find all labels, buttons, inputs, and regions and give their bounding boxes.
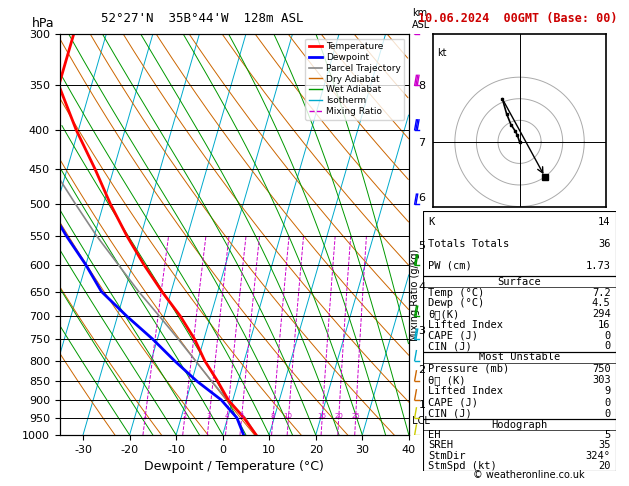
Text: hPa: hPa xyxy=(32,17,55,30)
Text: 20: 20 xyxy=(334,414,343,419)
Text: 7.2: 7.2 xyxy=(592,288,611,297)
Text: 52°27'N  35B°44'W  128m ASL: 52°27'N 35B°44'W 128m ASL xyxy=(101,12,303,25)
Text: kt: kt xyxy=(438,48,447,57)
Text: 35: 35 xyxy=(598,440,611,451)
Text: CAPE (J): CAPE (J) xyxy=(428,398,479,408)
Text: 5: 5 xyxy=(604,430,611,440)
Text: 324°: 324° xyxy=(586,451,611,461)
Text: Mixing Ratio (g/kg): Mixing Ratio (g/kg) xyxy=(409,248,420,341)
Text: 0: 0 xyxy=(604,342,611,351)
Text: 0: 0 xyxy=(604,409,611,419)
Text: LCL: LCL xyxy=(409,417,430,426)
Text: 0: 0 xyxy=(604,330,611,341)
Text: 294: 294 xyxy=(592,309,611,319)
Text: θᴇ (K): θᴇ (K) xyxy=(428,375,466,385)
Text: 9: 9 xyxy=(604,386,611,396)
Text: 16: 16 xyxy=(598,320,611,330)
Text: StmSpd (kt): StmSpd (kt) xyxy=(428,461,498,471)
Text: 8: 8 xyxy=(270,414,275,419)
Text: 16: 16 xyxy=(318,414,326,419)
Text: 4.5: 4.5 xyxy=(592,298,611,308)
Text: Surface: Surface xyxy=(498,277,542,287)
Text: Most Unstable: Most Unstable xyxy=(479,352,560,363)
Text: 4: 4 xyxy=(225,414,229,419)
Text: SREH: SREH xyxy=(428,440,454,451)
Text: 10.06.2024  00GMT (Base: 00): 10.06.2024 00GMT (Base: 00) xyxy=(418,12,618,25)
X-axis label: Dewpoint / Temperature (°C): Dewpoint / Temperature (°C) xyxy=(145,460,324,473)
Text: Totals Totals: Totals Totals xyxy=(428,239,509,249)
Text: CIN (J): CIN (J) xyxy=(428,342,472,351)
Text: Dewp (°C): Dewp (°C) xyxy=(428,298,485,308)
Text: Lifted Index: Lifted Index xyxy=(428,386,503,396)
Text: km
ASL: km ASL xyxy=(413,8,431,30)
Text: 0: 0 xyxy=(604,398,611,408)
Text: Pressure (mb): Pressure (mb) xyxy=(428,364,509,374)
Text: PW (cm): PW (cm) xyxy=(428,260,472,271)
Text: θᴇ(K): θᴇ(K) xyxy=(428,309,460,319)
Text: StmDir: StmDir xyxy=(428,451,466,461)
Text: 750: 750 xyxy=(592,364,611,374)
Text: K: K xyxy=(428,217,435,227)
Text: 20: 20 xyxy=(598,461,611,471)
Text: 14: 14 xyxy=(598,217,611,227)
Text: 5: 5 xyxy=(239,414,243,419)
Text: Lifted Index: Lifted Index xyxy=(428,320,503,330)
Legend: Temperature, Dewpoint, Parcel Trajectory, Dry Adiabat, Wet Adiabat, Isotherm, Mi: Temperature, Dewpoint, Parcel Trajectory… xyxy=(305,38,404,120)
Text: 1: 1 xyxy=(142,414,147,419)
Text: EH: EH xyxy=(428,430,441,440)
Text: 3: 3 xyxy=(206,414,211,419)
Text: CAPE (J): CAPE (J) xyxy=(428,330,479,341)
Text: CIN (J): CIN (J) xyxy=(428,409,472,419)
Text: © weatheronline.co.uk: © weatheronline.co.uk xyxy=(472,470,584,480)
Text: Hodograph: Hodograph xyxy=(491,419,548,430)
Text: 10: 10 xyxy=(284,414,292,419)
Text: 2: 2 xyxy=(182,414,186,419)
Text: Temp (°C): Temp (°C) xyxy=(428,288,485,297)
Text: 1.73: 1.73 xyxy=(586,260,611,271)
Text: 303: 303 xyxy=(592,375,611,385)
Text: 36: 36 xyxy=(598,239,611,249)
Text: 25: 25 xyxy=(351,414,360,419)
